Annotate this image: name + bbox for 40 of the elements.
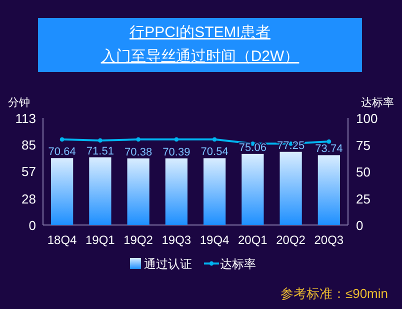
x-tick-label: 19Q3 xyxy=(162,233,192,247)
bar xyxy=(89,157,112,225)
y2-tick-label: 75 xyxy=(356,138,370,153)
legend-label: 通过认证 xyxy=(144,257,192,271)
y-tick-label: 85 xyxy=(22,138,36,153)
y-tick-label: 113 xyxy=(15,111,36,126)
data-label: 70.64 xyxy=(48,146,76,158)
x-tick-label: 19Q1 xyxy=(86,233,116,247)
bar xyxy=(242,154,264,225)
y2-tick-label: 25 xyxy=(356,191,370,206)
bar xyxy=(51,158,74,225)
y2-axis-title: 达标率 xyxy=(361,96,394,109)
data-label: 71.51 xyxy=(86,145,114,158)
chart-title: 行PPCI的STEMI患者 xyxy=(130,24,270,41)
x-tick-label: 18Q4 xyxy=(47,233,78,247)
y2-tick-label: 100 xyxy=(356,111,378,126)
y-tick-label: 57 xyxy=(22,164,36,180)
y-tick-label: 0 xyxy=(28,218,36,233)
chart-subtitle: 入门至导丝通过时间（D2W） xyxy=(100,48,300,65)
bar xyxy=(165,158,188,225)
y2-tick-label: 50 xyxy=(356,164,370,180)
bar xyxy=(280,152,302,225)
x-tick-label: 20Q3 xyxy=(314,233,344,247)
y-tick-label: 28 xyxy=(22,191,36,206)
legend-label: 达标率 xyxy=(220,257,256,271)
data-label: 73.74 xyxy=(315,143,343,156)
text: 参考标准：≤90min xyxy=(280,286,388,301)
x-tick-label: 20Q1 xyxy=(238,233,268,247)
bar xyxy=(318,155,340,225)
data-label: 70.38 xyxy=(124,146,152,158)
y2-tick-label: 0 xyxy=(356,218,364,233)
data-label: 70.54 xyxy=(200,146,228,158)
x-tick-label: 19Q4 xyxy=(200,233,230,247)
x-tick-label: 19Q2 xyxy=(124,233,154,247)
x-tick-label: 20Q2 xyxy=(276,233,306,247)
bar xyxy=(127,158,150,225)
y-axis-title: 分钟 xyxy=(8,97,30,109)
bar xyxy=(204,158,226,225)
data-label: 75.06 xyxy=(238,142,266,154)
data-label: 70.39 xyxy=(162,146,190,158)
